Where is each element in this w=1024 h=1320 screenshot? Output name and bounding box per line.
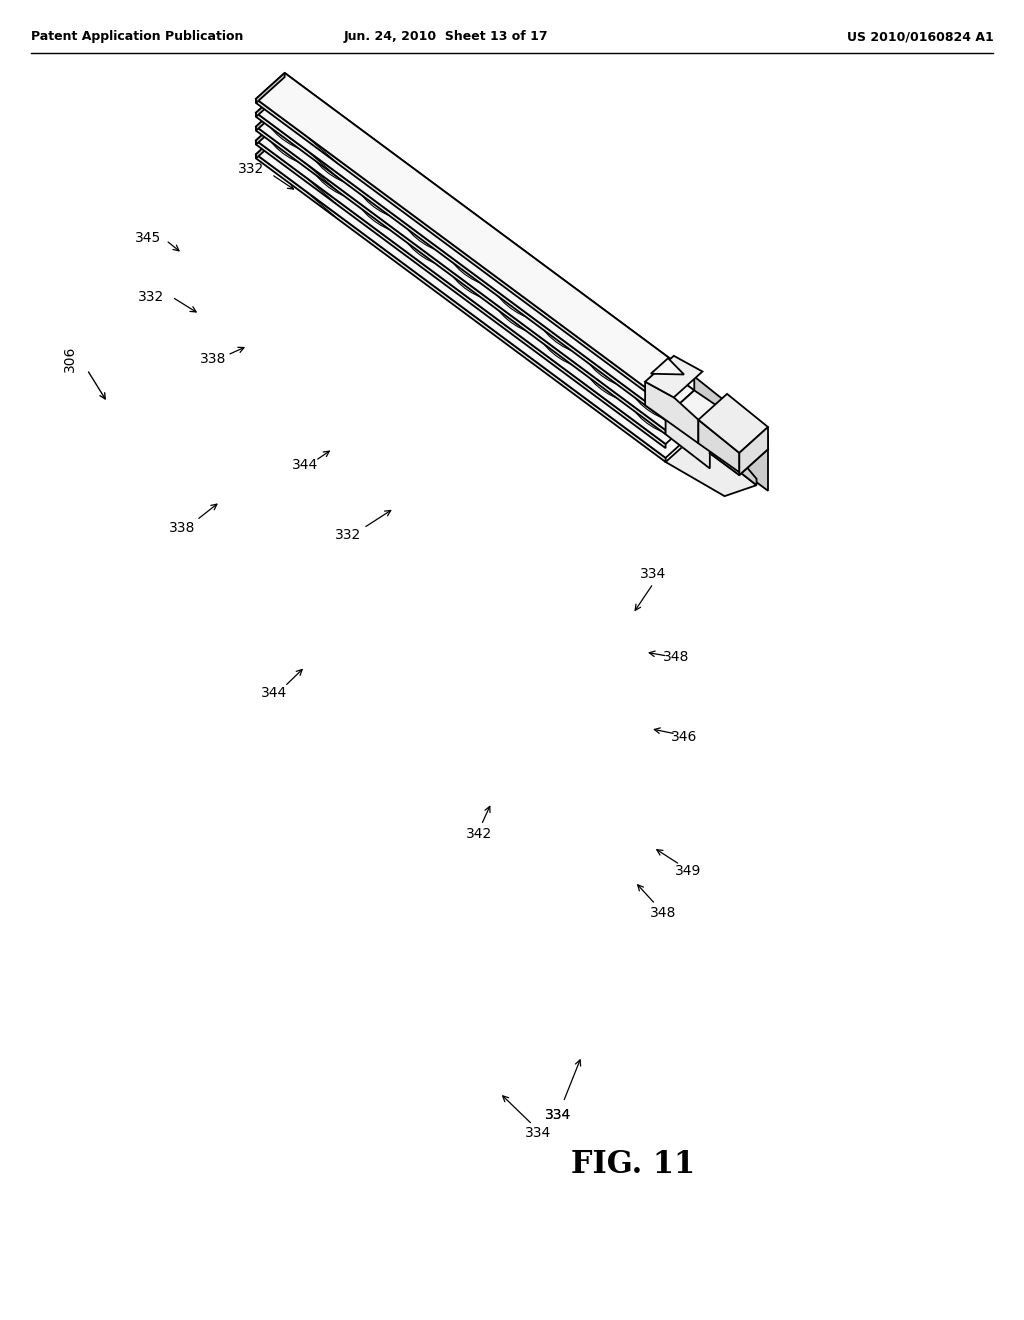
Polygon shape: [739, 428, 768, 475]
Text: 338: 338: [200, 352, 226, 366]
Text: US 2010/0160824 A1: US 2010/0160824 A1: [847, 30, 993, 44]
Polygon shape: [403, 224, 457, 267]
Polygon shape: [285, 73, 694, 380]
Polygon shape: [645, 356, 702, 397]
Text: 332: 332: [138, 290, 165, 304]
Polygon shape: [256, 73, 285, 103]
Polygon shape: [645, 381, 698, 444]
Polygon shape: [631, 393, 684, 434]
Polygon shape: [256, 87, 694, 416]
Polygon shape: [651, 358, 684, 375]
Text: 332: 332: [238, 162, 264, 176]
Text: 334: 334: [545, 1109, 571, 1122]
Polygon shape: [694, 376, 768, 491]
Polygon shape: [256, 154, 666, 462]
Polygon shape: [312, 144, 366, 185]
Polygon shape: [631, 380, 684, 421]
Text: 342: 342: [466, 828, 493, 841]
Polygon shape: [256, 128, 285, 158]
Polygon shape: [710, 446, 739, 475]
Polygon shape: [256, 112, 666, 420]
Polygon shape: [494, 293, 547, 334]
Polygon shape: [256, 127, 666, 434]
Text: 338: 338: [169, 521, 196, 535]
Text: Jun. 24, 2010  Sheet 13 of 17: Jun. 24, 2010 Sheet 13 of 17: [343, 30, 548, 44]
Polygon shape: [449, 259, 502, 300]
Text: 348: 348: [650, 907, 677, 920]
Polygon shape: [256, 128, 694, 458]
Polygon shape: [449, 246, 502, 286]
Text: 344: 344: [292, 458, 318, 471]
Polygon shape: [256, 115, 285, 144]
Polygon shape: [266, 124, 319, 165]
Text: Patent Application Publication: Patent Application Publication: [31, 30, 243, 44]
Polygon shape: [256, 115, 694, 444]
Polygon shape: [357, 191, 411, 232]
Text: 334: 334: [524, 1126, 551, 1139]
Text: 345: 345: [135, 231, 162, 244]
Polygon shape: [256, 99, 666, 407]
Text: 348: 348: [663, 651, 689, 664]
Polygon shape: [666, 436, 757, 496]
Text: 334: 334: [545, 1109, 571, 1122]
Polygon shape: [285, 100, 694, 408]
Polygon shape: [256, 87, 285, 116]
Polygon shape: [585, 346, 638, 387]
Polygon shape: [357, 177, 411, 218]
Polygon shape: [256, 140, 666, 449]
Polygon shape: [698, 393, 768, 453]
Text: 332: 332: [335, 528, 361, 541]
Polygon shape: [312, 157, 366, 198]
Polygon shape: [694, 404, 757, 486]
Polygon shape: [585, 360, 638, 401]
Polygon shape: [256, 100, 285, 131]
Polygon shape: [540, 313, 593, 354]
Polygon shape: [256, 73, 694, 403]
Polygon shape: [666, 416, 710, 469]
Text: 346: 346: [671, 730, 697, 743]
Polygon shape: [666, 391, 738, 446]
Polygon shape: [285, 128, 694, 436]
Text: FIG. 11: FIG. 11: [570, 1148, 695, 1180]
Polygon shape: [256, 100, 694, 430]
Polygon shape: [266, 110, 319, 150]
Polygon shape: [540, 326, 593, 367]
Text: 344: 344: [261, 686, 288, 700]
Polygon shape: [285, 87, 694, 395]
Text: 349: 349: [675, 865, 701, 878]
Polygon shape: [494, 279, 547, 319]
Polygon shape: [403, 211, 457, 252]
Text: 306: 306: [62, 346, 77, 372]
Polygon shape: [285, 115, 694, 422]
Polygon shape: [710, 428, 768, 475]
Polygon shape: [698, 420, 739, 473]
Text: 334: 334: [640, 568, 667, 581]
